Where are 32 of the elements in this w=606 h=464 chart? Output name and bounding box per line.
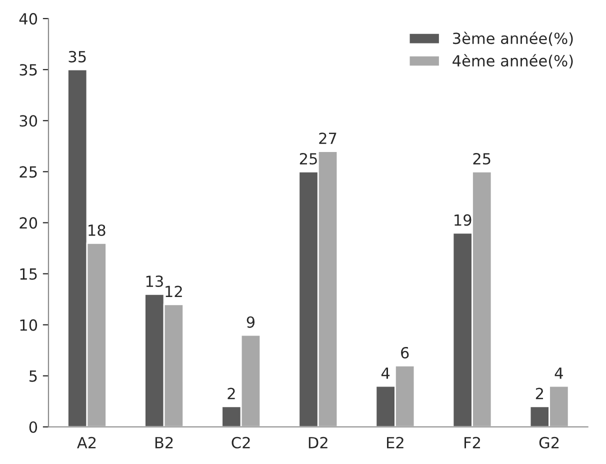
x-tick-label: A2 <box>77 436 96 448</box>
x-tick-label: D2 <box>308 436 328 448</box>
x-tick-label: G2 <box>539 436 559 448</box>
data-label: 4 <box>554 368 563 379</box>
legend-label: 3ème année(%) <box>453 32 573 46</box>
data-label: 2 <box>228 388 235 400</box>
data-label: 19 <box>454 214 472 226</box>
y-tick-label: 0 <box>29 421 38 433</box>
y-tick-label: 40 <box>19 13 38 25</box>
y-tick-label: 5 <box>30 370 37 382</box>
data-label: 12 <box>166 286 182 298</box>
data-label: 27 <box>319 132 336 144</box>
y-tick-label: 20 <box>20 217 38 229</box>
data-label: 35 <box>68 50 86 62</box>
y-tick-label: 25 <box>20 166 37 178</box>
data-label: 13 <box>146 275 163 288</box>
y-tick-label: 10 <box>20 319 38 331</box>
data-label: 18 <box>88 224 106 236</box>
data-label: 2 <box>536 388 543 400</box>
y-tick-label: 35 <box>20 64 37 76</box>
y-tick-label: 15 <box>20 268 37 280</box>
data-label: 4 <box>381 368 390 379</box>
y-tick-label: 30 <box>20 115 38 127</box>
x-tick-label: E2 <box>387 436 404 448</box>
data-label: 9 <box>246 316 255 328</box>
x-tick-label: F2 <box>464 436 480 448</box>
x-tick-label: B2 <box>155 436 173 448</box>
x-tick-label: C2 <box>232 436 250 448</box>
data-label: 25 <box>473 152 490 165</box>
data-label: 25 <box>300 152 317 165</box>
legend-label: 4ème année(%) <box>452 54 573 68</box>
data-label: 6 <box>401 346 409 359</box>
